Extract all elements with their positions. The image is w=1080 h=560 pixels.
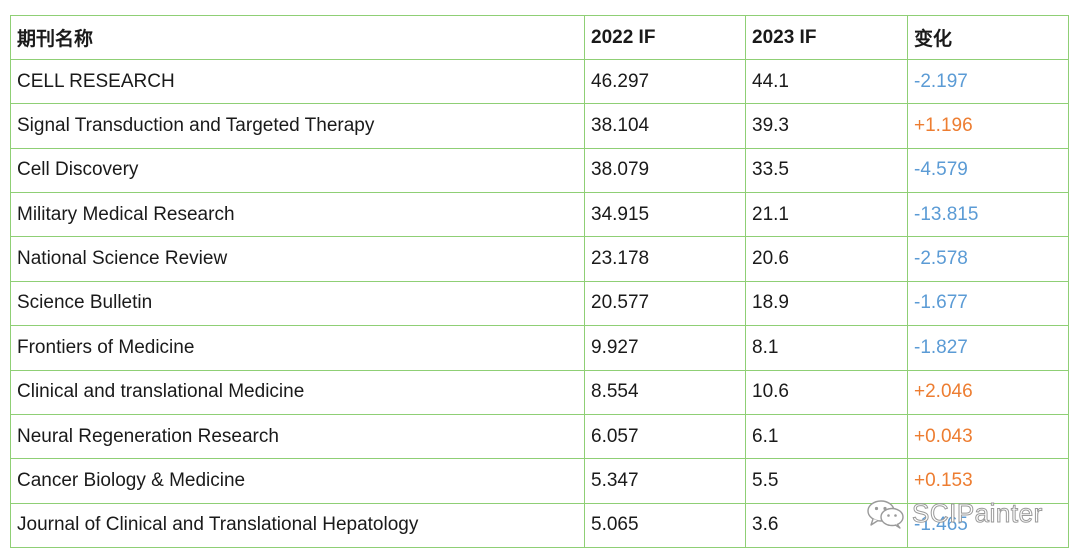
- impact-factor-table: 期刊名称 2022 IF 2023 IF 变化 CELL RESEARCH 46.…: [10, 15, 1069, 549]
- table-row: Frontiers of Medicine 9.927 8.1 -1.827: [10, 325, 1069, 371]
- table-row: Military Medical Research 34.915 21.1 -13.8…: [10, 192, 1069, 238]
- if-2023-cell: 33.5: [745, 147, 908, 194]
- change-cell: -1.465: [907, 502, 1069, 549]
- change-cell: -2.197: [907, 58, 1069, 105]
- if-2022-cell: 6.057: [584, 413, 746, 460]
- if-2023-cell: 39.3: [745, 103, 908, 149]
- if-2022-cell: 8.554: [584, 369, 746, 415]
- if-2023-cell: 8.1: [745, 325, 908, 371]
- journal-name-cell: Cell Discovery: [10, 147, 585, 194]
- if-2023-cell: 20.6: [745, 236, 908, 282]
- if-2022-cell: 34.915: [584, 192, 746, 238]
- if-2022-cell: 20.577: [584, 280, 746, 327]
- journal-name-cell: Clinical and translational Medicine: [10, 369, 585, 415]
- change-cell: +2.046: [907, 369, 1069, 415]
- journal-name-cell: Military Medical Research: [10, 192, 585, 238]
- journal-name-cell: Frontiers of Medicine: [10, 325, 585, 371]
- if-2022-cell: 5.347: [584, 458, 746, 504]
- journal-name-cell: Neural Regeneration Research: [10, 413, 585, 460]
- if-2022-cell: 9.927: [584, 325, 746, 371]
- table-body: CELL RESEARCH 46.297 44.1 -2.197 Signal Tran…: [10, 58, 1069, 549]
- change-cell: -2.578: [907, 236, 1069, 282]
- table-row: Cancer Biology & Medicine 5.347 5.5 +0.153: [10, 458, 1069, 504]
- if-2023-cell: 3.6: [745, 502, 908, 549]
- if-2022-cell: 38.104: [584, 103, 746, 149]
- header-journal-name: 期刊名称: [10, 15, 585, 60]
- table-row: CELL RESEARCH 46.297 44.1 -2.197: [10, 58, 1069, 105]
- if-2023-cell: 6.1: [745, 413, 908, 460]
- if-2023-cell: 10.6: [745, 369, 908, 415]
- table-row: Neural Regeneration Research 6.057 6.1 +0.0…: [10, 413, 1069, 460]
- if-2022-cell: 5.065: [584, 502, 746, 549]
- header-change: 变化: [907, 15, 1069, 60]
- journal-name-cell: Science Bulletin: [10, 280, 585, 327]
- change-cell: +1.196: [907, 103, 1069, 149]
- journal-name-cell: Journal of Clinical and Translational He…: [10, 502, 585, 549]
- table-row: Science Bulletin 20.577 18.9 -1.677: [10, 280, 1069, 327]
- change-cell: +0.043: [907, 413, 1069, 460]
- if-2023-cell: 44.1: [745, 58, 908, 105]
- journal-name-cell: CELL RESEARCH: [10, 58, 585, 105]
- journal-name-cell: Signal Transduction and Targeted Therapy: [10, 103, 585, 149]
- if-2022-cell: 38.079: [584, 147, 746, 194]
- change-cell: -13.815: [907, 192, 1069, 238]
- header-if-2022: 2022 IF: [584, 15, 746, 60]
- table-row: Cell Discovery 38.079 33.5 -4.579: [10, 147, 1069, 194]
- change-cell: -1.677: [907, 280, 1069, 327]
- table-row: Clinical and translational Medicine 8.554…: [10, 369, 1069, 415]
- table-row: Journal of Clinical and Translational He…: [10, 502, 1069, 549]
- journal-name-cell: National Science Review: [10, 236, 585, 282]
- header-row: 期刊名称 2022 IF 2023 IF 变化: [10, 15, 1069, 60]
- table-row: National Science Review 23.178 20.6 -2.578: [10, 236, 1069, 282]
- header-if-2023: 2023 IF: [745, 15, 908, 60]
- if-2022-cell: 46.297: [584, 58, 746, 105]
- change-cell: +0.153: [907, 458, 1069, 504]
- impact-factor-table-container: 期刊名称 2022 IF 2023 IF 变化 CELL RESEARCH 46.…: [10, 15, 1069, 549]
- if-2023-cell: 18.9: [745, 280, 908, 327]
- change-cell: -4.579: [907, 147, 1069, 194]
- if-2022-cell: 23.178: [584, 236, 746, 282]
- table-row: Signal Transduction and Targeted Therapy…: [10, 103, 1069, 149]
- journal-name-cell: Cancer Biology & Medicine: [10, 458, 585, 504]
- change-cell: -1.827: [907, 325, 1069, 371]
- if-2023-cell: 21.1: [745, 192, 908, 238]
- if-2023-cell: 5.5: [745, 458, 908, 504]
